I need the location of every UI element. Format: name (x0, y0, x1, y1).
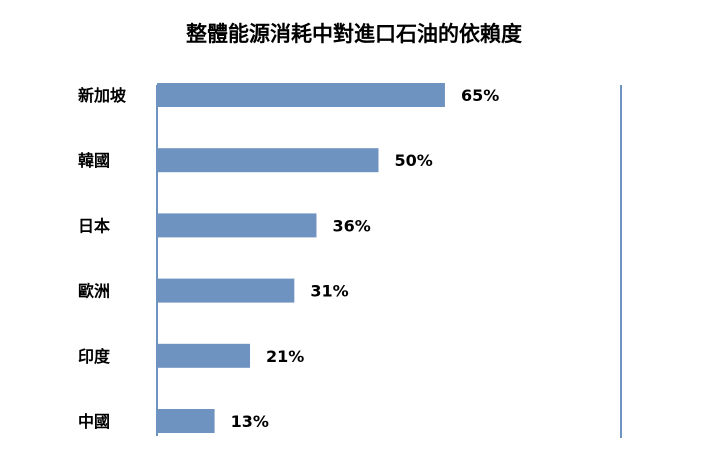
bar (157, 83, 445, 107)
bar (157, 278, 295, 303)
data-label: 50% (395, 151, 433, 170)
data-label: 65% (461, 86, 499, 105)
bar (157, 148, 379, 173)
category-label: 印度 (78, 347, 111, 366)
category-label: 歐洲 (78, 282, 110, 301)
category-label: 日本 (78, 216, 110, 235)
chart-title: 整體能源消耗中對進口石油的依賴度 (186, 22, 522, 46)
category-label: 新加坡 (78, 86, 127, 105)
bar (157, 213, 317, 238)
bar (157, 409, 215, 433)
category-label: 中國 (78, 412, 110, 431)
data-label: 21% (266, 347, 304, 366)
data-label: 36% (332, 216, 370, 235)
data-label: 31% (310, 282, 348, 301)
category-label: 韓國 (78, 151, 110, 170)
bar (157, 343, 251, 368)
data-label: 13% (231, 412, 269, 431)
